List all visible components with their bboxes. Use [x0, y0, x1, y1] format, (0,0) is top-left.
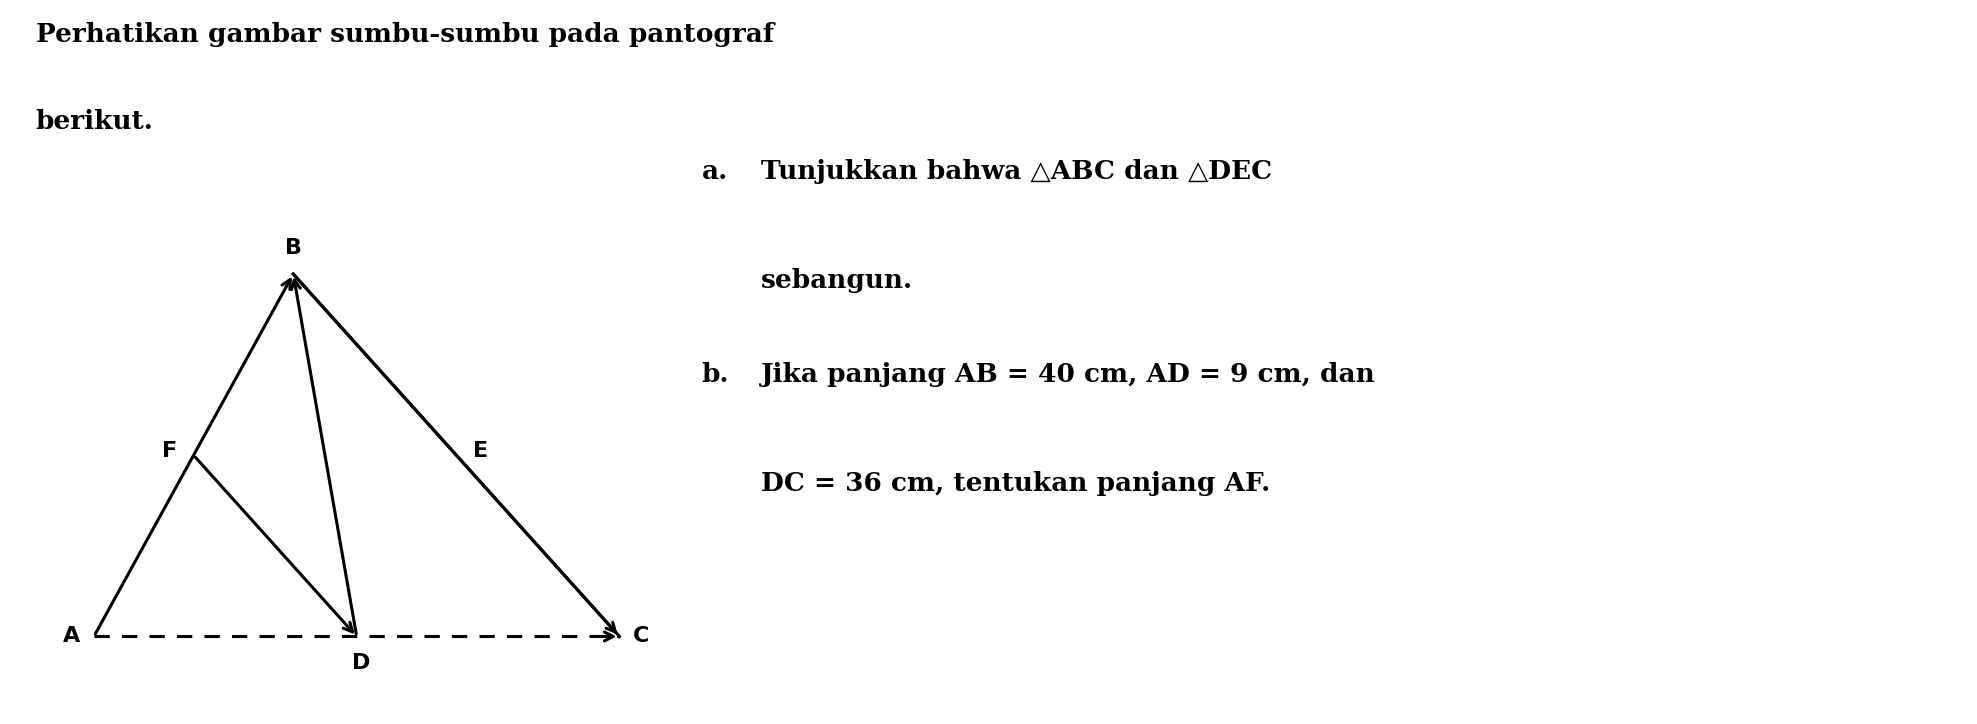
Text: berikut.: berikut.	[36, 109, 154, 134]
Text: DC = 36 cm, tentukan panjang AF.: DC = 36 cm, tentukan panjang AF.	[761, 471, 1271, 496]
Text: Perhatikan gambar sumbu-sumbu pada pantograf: Perhatikan gambar sumbu-sumbu pada panto…	[36, 22, 773, 47]
Text: sebangun.: sebangun.	[761, 268, 913, 293]
Text: Jika panjang AB = 40 cm, AD = 9 cm, dan: Jika panjang AB = 40 cm, AD = 9 cm, dan	[761, 362, 1376, 387]
Text: B: B	[285, 237, 302, 258]
Text: b.: b.	[702, 362, 730, 387]
Text: C: C	[633, 626, 648, 647]
Text: E: E	[473, 441, 488, 460]
Text: a.: a.	[702, 159, 728, 185]
Text: Tunjukkan bahwa △ABC dan △DEC: Tunjukkan bahwa △ABC dan △DEC	[761, 159, 1273, 185]
Text: A: A	[63, 626, 81, 647]
Text: F: F	[162, 441, 178, 460]
Text: D: D	[352, 653, 370, 673]
